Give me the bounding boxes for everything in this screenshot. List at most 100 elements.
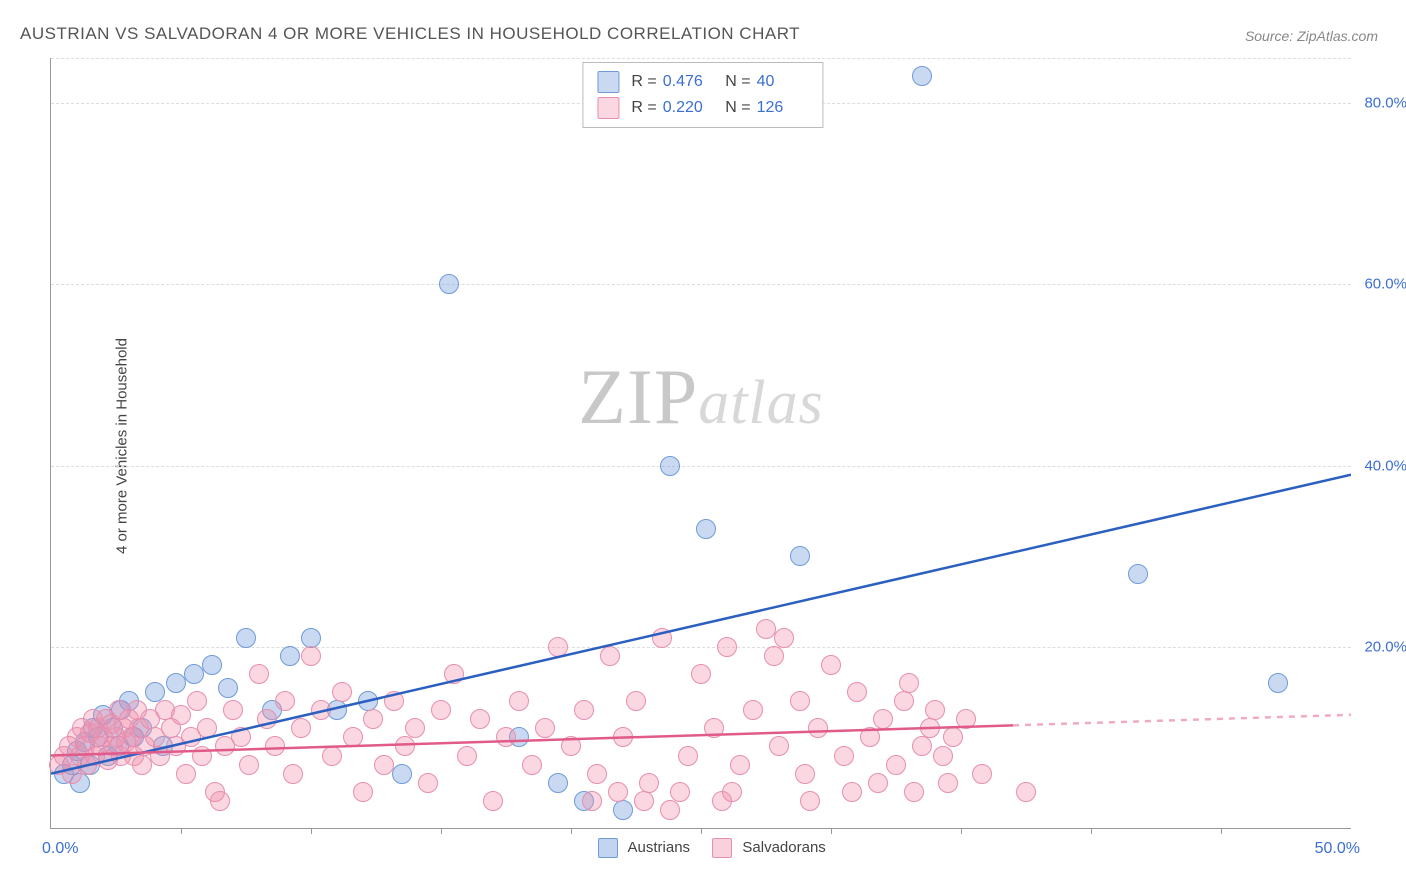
watermark: ZIPatlas — [578, 352, 824, 442]
source-attribution: Source: ZipAtlas.com — [1245, 28, 1378, 44]
data-point — [363, 709, 383, 729]
data-point — [808, 718, 828, 738]
data-point — [231, 727, 251, 747]
correlation-legend: R = 0.476 N = 40 R = 0.220 N = 126 — [582, 62, 823, 128]
n-label: N = — [721, 95, 751, 121]
legend-swatch-salvadorans — [597, 97, 619, 119]
data-point — [265, 736, 285, 756]
data-point — [358, 691, 378, 711]
data-point — [712, 791, 732, 811]
scatter-plot-area: ZIPatlas 20.0%40.0%60.0%80.0% — [50, 58, 1351, 829]
data-point — [756, 619, 776, 639]
r-label: R = — [631, 95, 656, 121]
data-point — [392, 764, 412, 784]
data-point — [899, 673, 919, 693]
data-point — [218, 678, 238, 698]
data-point — [600, 646, 620, 666]
data-point — [444, 664, 464, 684]
data-point — [239, 755, 259, 775]
series-legend: Austrians Salvadorans — [0, 838, 1406, 858]
data-point — [764, 646, 784, 666]
legend-row-salvadorans: R = 0.220 N = 126 — [597, 95, 808, 121]
data-point — [660, 456, 680, 476]
data-point — [223, 700, 243, 720]
data-point — [634, 791, 654, 811]
data-point — [912, 736, 932, 756]
n-value-austrians: 40 — [757, 69, 809, 95]
watermark-atlas: atlas — [698, 369, 824, 437]
data-point — [904, 782, 924, 802]
y-tick-label: 20.0% — [1364, 638, 1406, 655]
data-point — [800, 791, 820, 811]
data-point — [187, 691, 207, 711]
data-point — [795, 764, 815, 784]
data-point — [868, 773, 888, 793]
data-point — [176, 764, 196, 784]
data-point — [395, 736, 415, 756]
data-point — [920, 718, 940, 738]
data-point — [275, 691, 295, 711]
data-point — [938, 773, 958, 793]
n-label: N = — [721, 69, 751, 95]
x-tick — [701, 828, 702, 834]
data-point — [842, 782, 862, 802]
data-point — [522, 755, 542, 775]
data-point — [548, 637, 568, 657]
data-point — [834, 746, 854, 766]
x-tick — [311, 828, 312, 834]
data-point — [660, 800, 680, 820]
legend-label-austrians: Austrians — [628, 839, 691, 856]
data-point — [192, 746, 212, 766]
data-point — [171, 705, 191, 725]
data-point — [374, 755, 394, 775]
data-point — [790, 546, 810, 566]
chart-title: AUSTRIAN VS SALVADORAN 4 OR MORE VEHICLE… — [20, 24, 800, 44]
data-point — [774, 628, 794, 648]
data-point — [249, 664, 269, 684]
data-point — [561, 736, 581, 756]
data-point — [470, 709, 490, 729]
data-point — [821, 655, 841, 675]
r-value-salvadorans: 0.220 — [663, 95, 715, 121]
data-point — [311, 700, 331, 720]
data-point — [257, 709, 277, 729]
data-point — [280, 646, 300, 666]
data-point — [894, 691, 914, 711]
data-point — [236, 628, 256, 648]
data-point — [847, 682, 867, 702]
n-value-salvadorans: 126 — [757, 95, 809, 121]
gridline — [51, 58, 1351, 59]
watermark-zip: ZIP — [578, 353, 698, 440]
data-point — [291, 718, 311, 738]
gridline — [51, 284, 1351, 285]
legend-swatch-austrians — [597, 71, 619, 93]
data-point — [496, 727, 516, 747]
data-point — [332, 682, 352, 702]
data-point — [1128, 564, 1148, 584]
r-label: R = — [631, 69, 656, 95]
data-point — [790, 691, 810, 711]
data-point — [886, 755, 906, 775]
legend-swatch-salvadorans-bottom — [712, 838, 732, 858]
data-point — [933, 746, 953, 766]
data-point — [730, 755, 750, 775]
data-point — [956, 709, 976, 729]
data-point — [613, 727, 633, 747]
data-point — [418, 773, 438, 793]
data-point — [691, 664, 711, 684]
data-point — [322, 746, 342, 766]
data-point — [439, 274, 459, 294]
r-value-austrians: 0.476 — [663, 69, 715, 95]
data-point — [210, 791, 230, 811]
data-point — [509, 691, 529, 711]
x-tick — [831, 828, 832, 834]
data-point — [431, 700, 451, 720]
x-tick — [181, 828, 182, 834]
data-point — [457, 746, 477, 766]
data-point — [184, 664, 204, 684]
data-point — [166, 673, 186, 693]
data-point — [626, 691, 646, 711]
data-point — [873, 709, 893, 729]
data-point — [670, 782, 690, 802]
data-point — [343, 727, 363, 747]
